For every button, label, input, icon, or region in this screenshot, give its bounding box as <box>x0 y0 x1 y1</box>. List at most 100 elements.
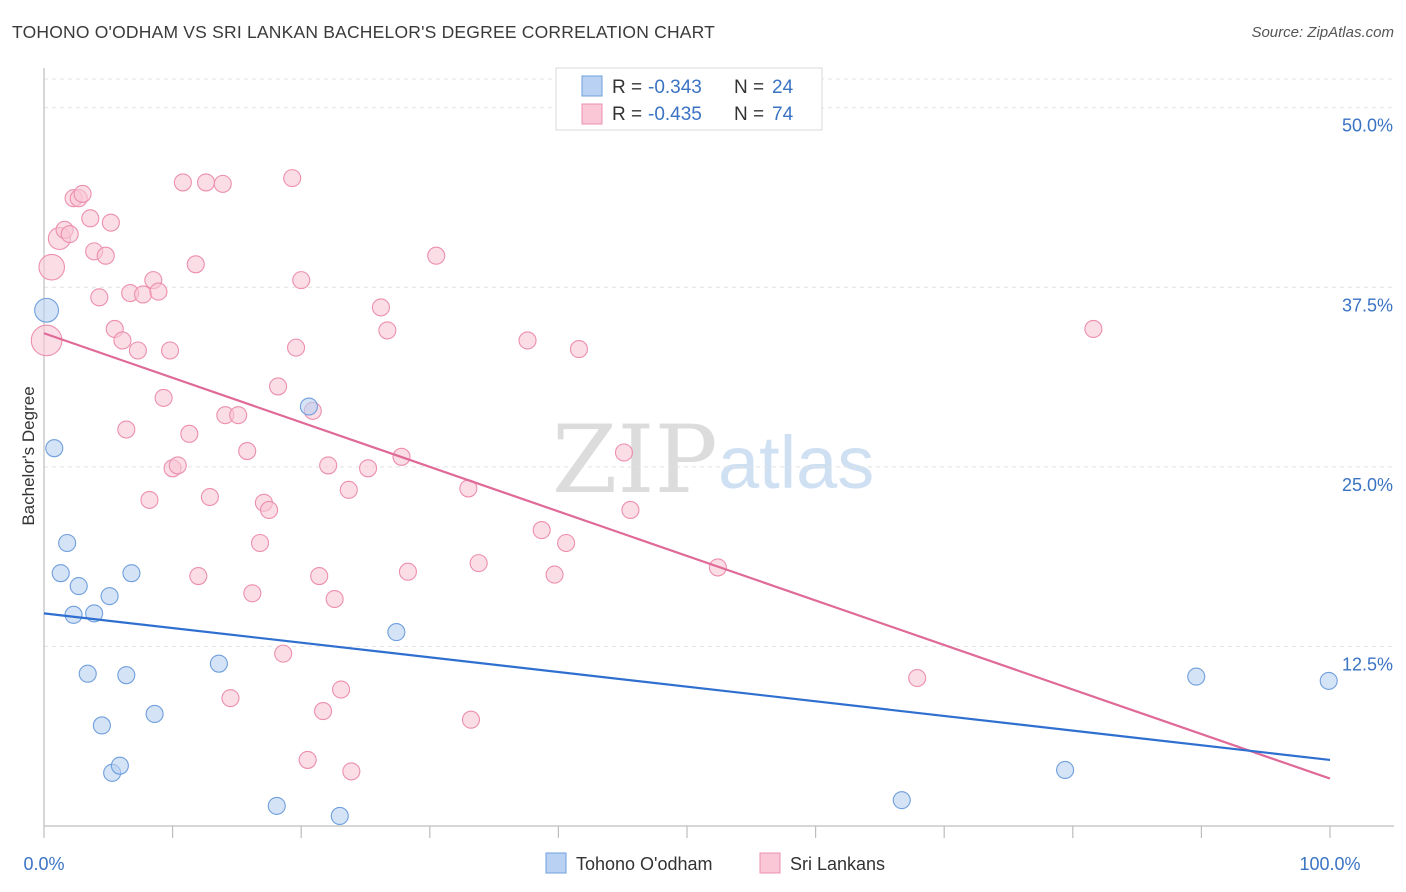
sri-lankans-point <box>908 668 927 688</box>
trend-line-tohono-oodham <box>43 612 1331 762</box>
sri-lankans-point <box>149 282 168 301</box>
y-tick-labels: 12.5% 25.0% 37.5% 50.0% <box>1342 116 1393 675</box>
sri-lankans-point <box>310 566 329 586</box>
legend-n-label-1: N = <box>734 77 764 98</box>
sri-lankans-point <box>378 321 397 340</box>
legend-n-value-1: 24 <box>772 77 794 98</box>
source-credit: Source: ZipAtlas.com <box>1251 24 1394 41</box>
tohono-oodham-point <box>387 623 406 642</box>
tohono-oodham-point <box>892 791 911 810</box>
sri-lankans-point <box>298 750 317 769</box>
sri-lankans-point <box>319 456 338 475</box>
sri-lankans-point <box>180 424 199 443</box>
sri-lankans-point <box>238 442 257 461</box>
watermark-zip: ZIP <box>552 406 718 515</box>
tohono-oodham-point <box>209 654 228 673</box>
series-sri-lankans <box>30 169 1103 781</box>
legend-n-value-2: 74 <box>772 104 794 125</box>
sri-lankans-point <box>189 566 208 586</box>
tohono-oodham-point <box>267 796 286 815</box>
sri-lankans-point <box>371 298 390 317</box>
sri-lankans-point <box>168 456 187 475</box>
sri-lankans-point <box>60 225 79 244</box>
tohono-oodham-point <box>51 564 70 583</box>
tohono-oodham-point <box>92 716 111 735</box>
tohono-oodham-point <box>1187 667 1206 686</box>
tohono-oodham-point <box>64 605 83 624</box>
sri-lankans-point <box>160 341 180 360</box>
sri-lankans-point <box>461 710 481 729</box>
sri-lankans-point <box>117 420 136 439</box>
sri-lankans-point <box>243 584 262 603</box>
tohono-oodham-point <box>1319 671 1338 690</box>
sri-lankans-point <box>287 338 306 357</box>
legend-r-value-2: -0.435 <box>648 104 702 125</box>
tohono-oodham-point <box>100 587 119 606</box>
sri-lankans-point <box>90 288 109 307</box>
sri-lankans-point <box>342 762 361 781</box>
sri-lankans-point <box>101 213 120 232</box>
tohono-oodham-point <box>110 756 129 775</box>
sri-lankans-point <box>532 521 551 540</box>
series-tohono-oodham <box>34 297 1338 825</box>
trend-lines <box>43 332 1331 780</box>
y-tick-label: 50.0% <box>1342 116 1393 136</box>
trend-line-sri-lankans <box>43 332 1331 780</box>
sri-lankans-point <box>30 324 63 357</box>
tohono-oodham-point <box>69 577 88 596</box>
sri-lankans-point <box>569 340 589 359</box>
sri-lankans-point <box>1084 319 1103 339</box>
tohono-oodham-point <box>299 397 318 416</box>
legend-top: R = -0.343 N = 24 R = -0.435 N = 74 <box>555 67 823 131</box>
legend-r-value-1: -0.343 <box>648 77 702 98</box>
sri-lankans-point <box>398 562 417 581</box>
tohono-oodham-point <box>145 704 164 724</box>
sri-lankans-point <box>38 253 66 281</box>
sri-lankans-point <box>196 173 216 192</box>
tohono-oodham-point <box>58 533 77 553</box>
tohono-oodham-point <box>117 666 136 685</box>
sri-lankans-point <box>200 487 219 507</box>
y-tick-label: 37.5% <box>1342 295 1393 315</box>
chart-title: TOHONO O'ODHAM VS SRI LANKAN BACHELOR'S … <box>12 22 716 42</box>
tohono-oodham-point <box>78 664 97 683</box>
y-tick-label: 25.0% <box>1342 475 1393 495</box>
tohono-oodham-point <box>34 297 60 323</box>
y-tick-label: 12.5% <box>1342 654 1393 674</box>
legend-bottom-swatch-tohono <box>545 852 567 874</box>
legend-r-label-2: R = <box>612 104 642 125</box>
sri-lankans-point <box>359 459 378 478</box>
sri-lankans-point <box>292 271 311 290</box>
sri-lankans-point <box>339 480 358 499</box>
sri-lankans-point <box>173 173 192 192</box>
sri-lankans-point <box>469 554 488 573</box>
sri-lankans-point <box>259 500 279 520</box>
x-tick-label-min: 0.0% <box>23 854 64 874</box>
tohono-oodham-point <box>1056 760 1075 780</box>
sri-lankans-point <box>332 680 351 699</box>
sri-lankans-point <box>213 174 232 193</box>
sri-lankans-point <box>128 341 147 360</box>
sri-lankans-point <box>113 331 132 350</box>
sri-lankans-point <box>545 565 564 584</box>
sri-lankans-point <box>325 589 344 609</box>
sri-lankans-point <box>557 533 576 553</box>
sri-lankans-point <box>250 533 270 553</box>
legend-swatch-tohono <box>581 75 603 97</box>
sri-lankans-point <box>133 285 153 304</box>
sri-lankans-point <box>427 246 446 265</box>
legend-bottom: Tohono O'odham Sri Lankans <box>545 852 885 874</box>
legend-bottom-swatch-srilankan <box>759 852 781 874</box>
sri-lankans-point <box>621 500 640 520</box>
sri-lankans-point <box>314 702 333 721</box>
sri-lankans-point <box>614 443 634 462</box>
sri-lankans-point <box>73 184 92 203</box>
y-axis-label: Bachelor's Degree <box>19 386 38 525</box>
sri-lankans-point <box>221 689 240 708</box>
legend-bottom-label-tohono: Tohono O'odham <box>576 854 713 874</box>
x-ticks <box>43 826 1331 838</box>
legend-bottom-label-srilankan: Sri Lankans <box>790 854 885 874</box>
sri-lankans-point <box>186 255 205 274</box>
sri-lankans-point <box>274 644 293 663</box>
